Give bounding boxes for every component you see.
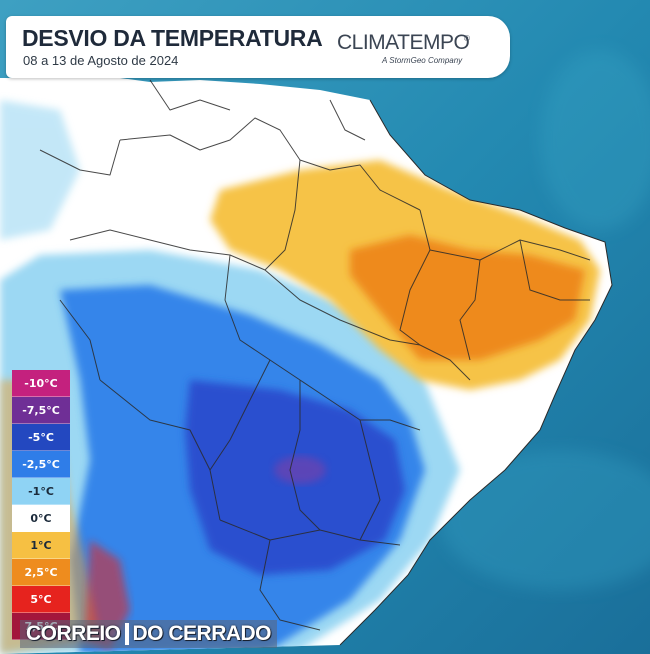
political-borders [39, 79, 591, 631]
legend-item: 2,5°C [12, 559, 70, 586]
legend-item: -10°C [12, 370, 70, 397]
watermark-separator [124, 623, 129, 645]
title-panel: DESVIO DA TEMPERATURA 08 a 13 de Agosto … [6, 16, 510, 78]
ocean-swirl [440, 450, 650, 590]
legend-item: -1°C [12, 478, 70, 505]
ocean-swirl [540, 50, 650, 230]
legend-item: -5°C [12, 424, 70, 451]
land-anomaly-field [0, 78, 612, 654]
legend-item: -2,5°C [12, 451, 70, 478]
watermark-part2: DO CERRADO [132, 622, 272, 645]
watermark-logo: CORREIO DO CERRADO [20, 620, 278, 648]
legend-item: 1°C [12, 532, 70, 559]
brand-registered-mark: ® [464, 34, 470, 43]
watermark-part1: CORREIO [26, 622, 121, 645]
legend-item: 5°C [12, 586, 70, 613]
brand-tagline: A StormGeo Company [382, 56, 463, 65]
map-subtitle: 08 a 13 de Agosto de 2024 [23, 53, 179, 68]
legend-item: 0°C [12, 505, 70, 532]
brand-logo-text: CLIMATEMPO [337, 31, 470, 54]
coastline [339, 99, 613, 646]
color-legend: -10°C-7,5°C-5°C-2,5°C-1°C0°C1°C2,5°C5°C7… [12, 370, 70, 640]
map-title: DESVIO DA TEMPERATURA [22, 25, 323, 51]
legend-item: -7,5°C [12, 397, 70, 424]
